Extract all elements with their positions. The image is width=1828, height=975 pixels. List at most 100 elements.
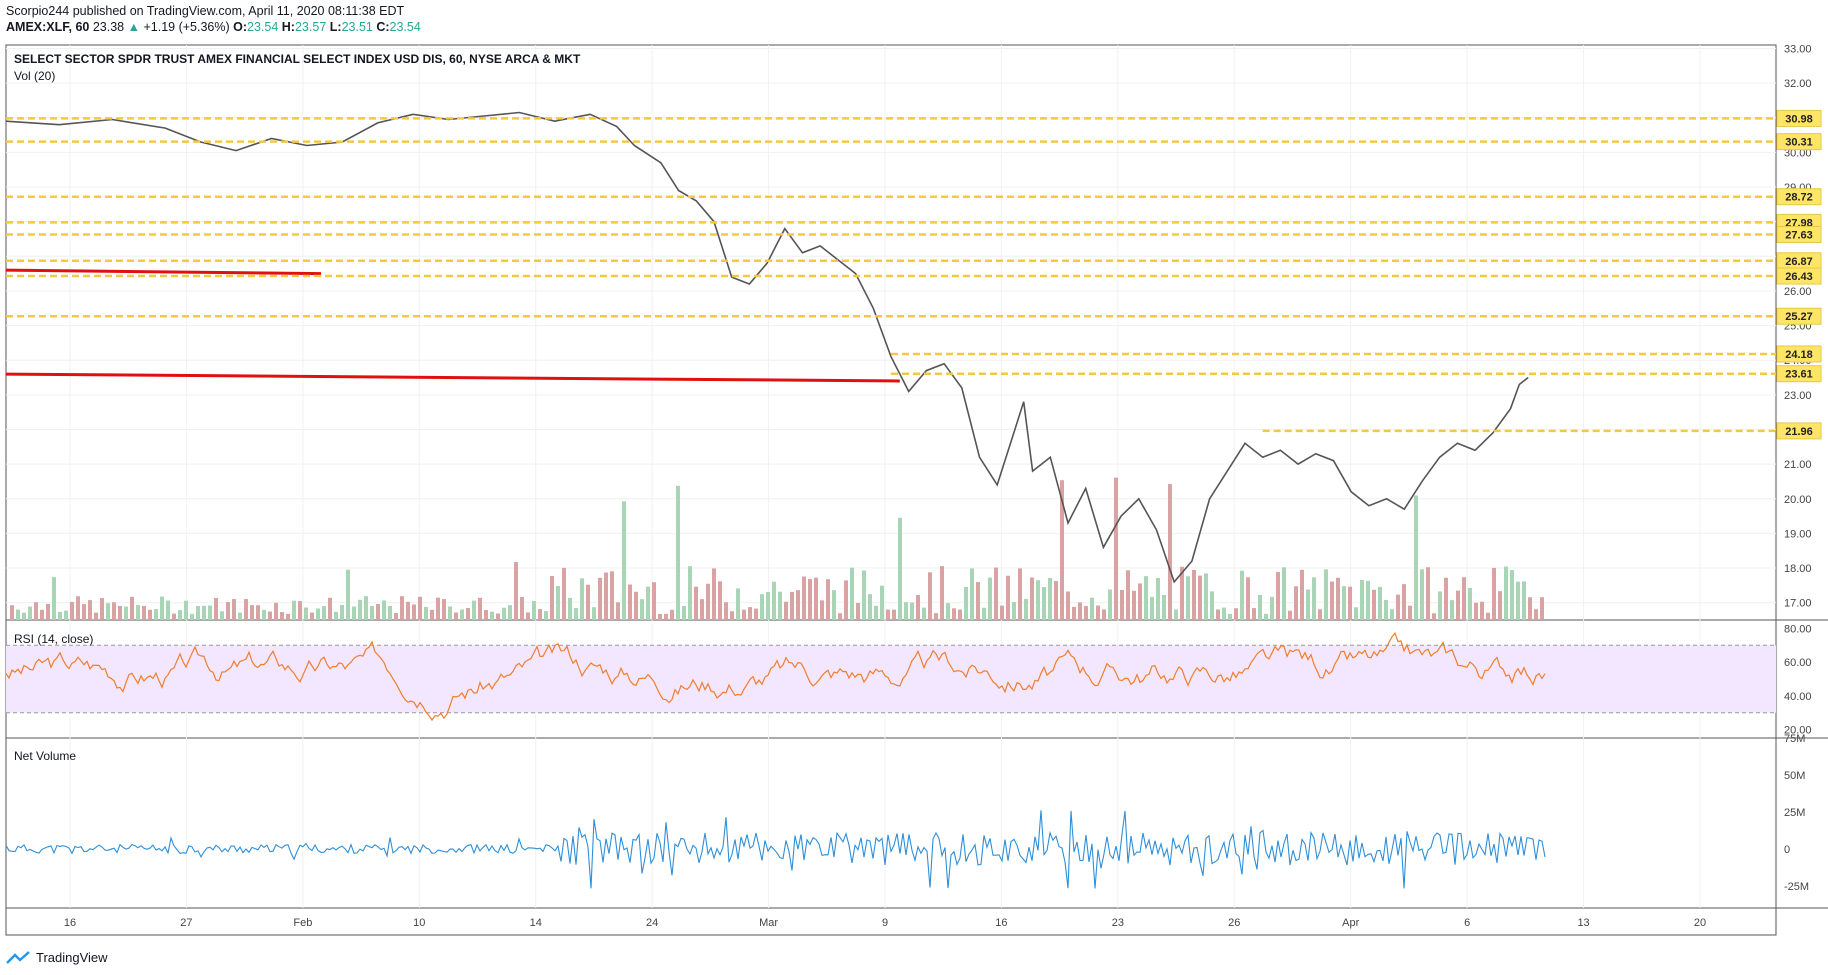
volume-bar [106,603,110,620]
volume-bar [658,613,662,620]
tradingview-logo[interactable]: TradingView [6,950,108,965]
volume-bar [718,581,722,620]
volume-bar [550,576,554,620]
volume-bar [1420,569,1424,620]
volume-bar [178,610,182,620]
volume-bar [358,599,362,620]
volume-bar [1126,570,1130,620]
volume-bar [1456,590,1460,620]
volume-bar [1342,586,1346,620]
volume-bar [1036,580,1040,620]
volume-bar [508,605,512,620]
net-volume-tick-label: -25M [1784,881,1809,893]
volume-bar [1252,608,1256,620]
volume-bar [1438,591,1442,620]
volume-bar [490,611,494,620]
volume-bar [844,580,848,620]
net-volume-tick-label: 50M [1784,770,1805,782]
level-badge [1776,188,1822,206]
volume-bar [736,588,740,620]
volume-bar [412,604,416,620]
volume-bar [304,607,308,620]
symbol-quote-row: AMEX:XLF, 60 23.38 ▲ +1.19 (+5.36%) O:23… [6,19,421,35]
volume-bar [748,607,752,620]
volume-bar [586,584,590,620]
time-tick-label: 16 [995,917,1007,929]
volume-bar [1312,577,1316,620]
volume-bar [1066,591,1070,620]
volume-bar [694,586,698,620]
volume-bar [1108,589,1112,620]
volume-bar [1498,591,1502,620]
volume-bar [922,607,926,620]
volume-bar [118,605,122,620]
price-line [5,111,1529,584]
level-badge [1776,133,1822,151]
volume-bar [370,606,374,620]
volume-bar [1432,613,1436,620]
volume-bar [880,585,884,620]
volume-bar [808,579,812,620]
volume-bar [1444,577,1448,620]
volume-bar [280,612,284,620]
time-tick-label: 13 [1577,917,1589,929]
time-tick-label: 14 [530,917,542,929]
volume-bar [112,602,116,620]
volume-bar [10,605,14,620]
volume-bar [316,608,320,620]
volume-bar [634,591,638,620]
volume-bar [814,577,818,620]
volume-bar [1234,608,1238,620]
volume-bar [160,596,164,620]
volume-bar [544,611,548,620]
volume-bar [838,613,842,620]
tradingview-logo-icon [6,950,30,964]
volume-bar [442,599,446,620]
volume-bar [1450,600,1454,620]
volume-bar [214,597,218,620]
volume-bar [1390,609,1394,620]
volume-bar [334,611,338,620]
volume-bar [1504,566,1508,620]
volume-bar [1222,607,1226,620]
volume-bar [154,609,158,620]
high-value: 23.57 [294,20,327,34]
volume-bar [88,600,92,620]
volume-bar [310,612,314,620]
volume-bar [988,577,992,620]
volume-bar [430,609,434,620]
volume-bar [886,609,890,620]
volume-bar [1468,587,1472,620]
level-label: 21.96 [1785,426,1813,438]
volume-bar [700,599,704,620]
symbol-label[interactable]: AMEX:XLF, 60 [6,20,90,34]
volume-bar [1210,591,1214,620]
volume-bar [1096,605,1100,620]
volume-bar [1168,484,1172,620]
volume-bar [1384,599,1388,620]
volume-bar [202,605,206,620]
rsi-tick-label: 20.00 [1784,725,1812,737]
volume-bar [1426,567,1430,620]
volume-bar [682,605,686,620]
volume-bar [1138,583,1142,620]
volume-bar [1462,577,1466,620]
volume-bar [1072,606,1076,620]
volume-bar [1396,594,1400,620]
volume-bar [1282,567,1286,620]
volume-bar [1474,602,1478,620]
level-label: 30.98 [1785,113,1813,125]
volume-bar [1294,586,1298,620]
low-value: 23.51 [341,20,373,34]
volume-bar [610,571,614,620]
volume-bar [262,609,266,620]
time-tick-label: 26 [1228,917,1240,929]
volume-bar [622,501,626,620]
net-volume-tick-label: 0 [1784,844,1790,856]
volume-bar [826,579,830,620]
volume-bar [568,597,572,620]
volume-bar [994,567,998,620]
volume-bar [946,603,950,620]
volume-bar [934,613,938,620]
